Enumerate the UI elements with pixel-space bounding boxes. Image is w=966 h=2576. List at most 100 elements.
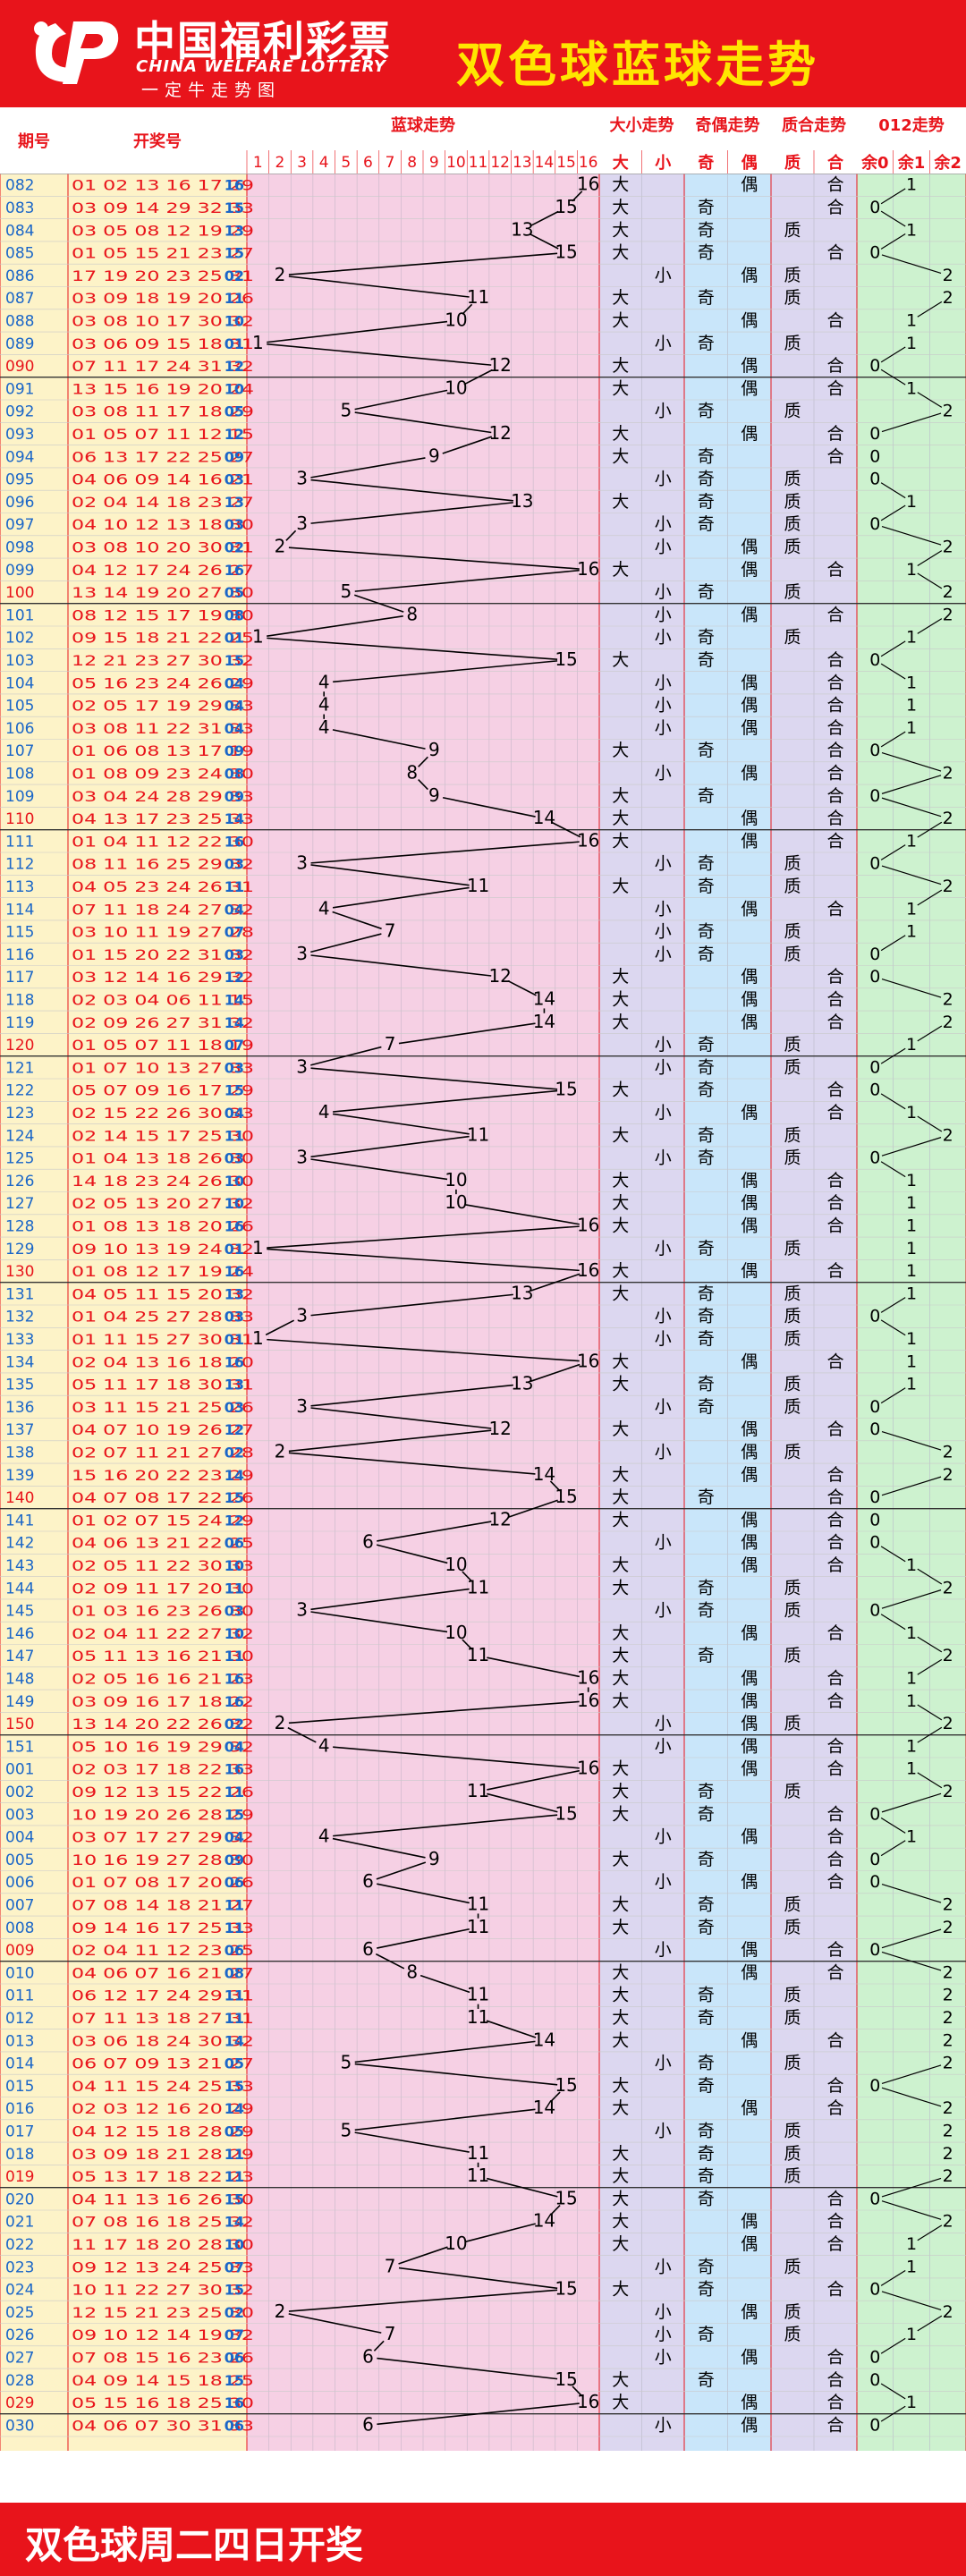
size-mark: 小 — [655, 1872, 672, 1892]
blue-ball-value: 04 — [225, 1738, 244, 1755]
blue-trend-segment — [442, 796, 536, 818]
mod-trend-segment — [880, 210, 906, 227]
parity-mark: 奇 — [698, 2166, 715, 2186]
mod-mark: 2 — [943, 582, 953, 602]
parity-mark: 偶 — [741, 899, 758, 919]
parity-mark: 奇 — [698, 402, 715, 421]
red-balls: 07 08 16 18 25 32 — [72, 2214, 254, 2231]
mod-mark: 1 — [906, 1623, 917, 1643]
blue-trend-point: 12 — [488, 965, 511, 987]
blue-ball-value: 13 — [225, 222, 244, 239]
parity-mark: 偶 — [741, 1510, 758, 1530]
mod-mark: 0 — [869, 1148, 880, 1168]
size-mark: 小 — [655, 2325, 672, 2344]
size-mark: 大 — [612, 1487, 629, 1507]
mod-trend-segment — [881, 254, 942, 275]
parity-mark: 奇 — [698, 945, 715, 964]
red-balls: 04 11 13 16 26 30 — [72, 2190, 254, 2207]
mod-mark: 2 — [943, 2008, 953, 2028]
issue-number: 006 — [5, 1874, 34, 1892]
blue-trend-segment — [285, 530, 297, 541]
blue-trend-point: 11 — [467, 875, 489, 896]
size-mark: 小 — [655, 1329, 672, 1349]
red-balls: 01 11 15 27 30 31 — [72, 1331, 254, 1348]
mod-mark: 2 — [943, 763, 953, 783]
mod-mark: 2 — [943, 989, 953, 1009]
parity-mark: 偶 — [741, 1171, 758, 1191]
issue-number: 111 — [5, 833, 34, 851]
prime-mark: 合 — [826, 1962, 843, 1982]
blue-trend-segment — [288, 275, 470, 298]
blue-trend-segment — [530, 233, 559, 250]
blue-trend-segment — [377, 1883, 470, 1904]
blue-trend-point: 11 — [467, 1916, 489, 1937]
prime-mark: 合 — [826, 1533, 843, 1553]
issue-column-bg — [0, 174, 68, 2451]
prime-mark: 质 — [784, 1578, 801, 1597]
mod-trend-segment — [880, 1614, 906, 1631]
blue-trend-point: 3 — [296, 513, 308, 534]
mod-subheader: 余1 — [897, 153, 926, 173]
issue-number: 099 — [5, 562, 34, 580]
mod-trend-segment — [881, 1476, 942, 1496]
blue-number-label: 5 — [341, 154, 351, 172]
mod-trend-segment — [880, 1319, 906, 1336]
parity-mark: 奇 — [698, 1487, 715, 1507]
mod-trend-segment — [881, 797, 942, 818]
red-balls: 04 06 09 14 16 21 — [72, 471, 254, 488]
red-balls: 17 19 20 23 25 31 — [72, 267, 254, 284]
parity-mark: 奇 — [698, 243, 715, 263]
issue-number: 003 — [5, 1806, 34, 1824]
size-mark: 大 — [612, 2212, 629, 2232]
blue-trend-point: 2 — [275, 2301, 286, 2322]
mod-mark: 2 — [943, 2098, 953, 2118]
red-balls: 03 09 18 19 20 26 — [72, 290, 254, 307]
mod-mark: 2 — [943, 1013, 953, 1032]
issue-number: 090 — [5, 358, 34, 376]
red-balls: 10 19 20 26 28 29 — [72, 1806, 254, 1823]
red-balls: 02 05 11 22 30 33 — [72, 1557, 254, 1574]
parity-mark: 偶 — [741, 2393, 758, 2412]
red-balls: 04 06 13 21 22 25 — [72, 1535, 254, 1552]
size-mark: 大 — [612, 424, 629, 444]
prime-mark: 质 — [784, 537, 801, 556]
blue-trend-segment — [288, 2289, 558, 2312]
parity-mark: 奇 — [698, 446, 715, 466]
prime-mark: 合 — [826, 2030, 843, 2050]
blue-ball-value: 10 — [225, 1557, 244, 1574]
prime-mark: 合 — [826, 424, 843, 444]
prime-mark: 合 — [826, 605, 843, 624]
red-balls: 05 07 09 16 17 29 — [72, 1082, 254, 1099]
blue-ball-value: 16 — [225, 1670, 244, 1687]
size-mark: 大 — [612, 220, 629, 240]
blue-trend-point: 16 — [577, 1350, 599, 1371]
blue-trend-point: 3 — [296, 1599, 308, 1621]
blue-trend-point: 12 — [488, 354, 511, 376]
mod-trend-segment — [881, 412, 942, 433]
mod-mark: 1 — [906, 2257, 917, 2276]
blue-trend-segment — [332, 1113, 470, 1135]
blue-trend-segment — [287, 1726, 317, 1743]
blue-ball-value: 03 — [225, 471, 244, 488]
parity-mark: 奇 — [698, 198, 715, 217]
prime-mark: 质 — [784, 1148, 801, 1168]
mod-trend-segment — [880, 188, 906, 205]
parity-mark: 偶 — [741, 356, 758, 376]
blue-trend-segment — [333, 1089, 558, 1113]
blue-trend-segment — [333, 1814, 558, 1837]
size-mark: 大 — [612, 1804, 629, 1824]
parity-mark: 奇 — [698, 220, 715, 240]
size-mark: 大 — [612, 2234, 629, 2254]
size-mark: 小 — [655, 1533, 672, 1553]
mod-mark: 2 — [943, 2212, 953, 2232]
red-balls: 03 07 17 27 29 32 — [72, 1829, 254, 1846]
prime-mark: 合 — [826, 1804, 843, 1824]
size-mark: 大 — [612, 1759, 629, 1779]
blue-trend-segment — [267, 320, 448, 343]
blue-trend-point: 12 — [488, 422, 511, 444]
issue-number: 106 — [5, 720, 34, 738]
blue-trend-point: 16 — [577, 1666, 599, 1688]
blue-trend-segment — [265, 1319, 295, 1336]
red-balls: 03 10 11 19 27 28 — [72, 924, 254, 941]
blue-trend-point: 16 — [577, 174, 599, 195]
